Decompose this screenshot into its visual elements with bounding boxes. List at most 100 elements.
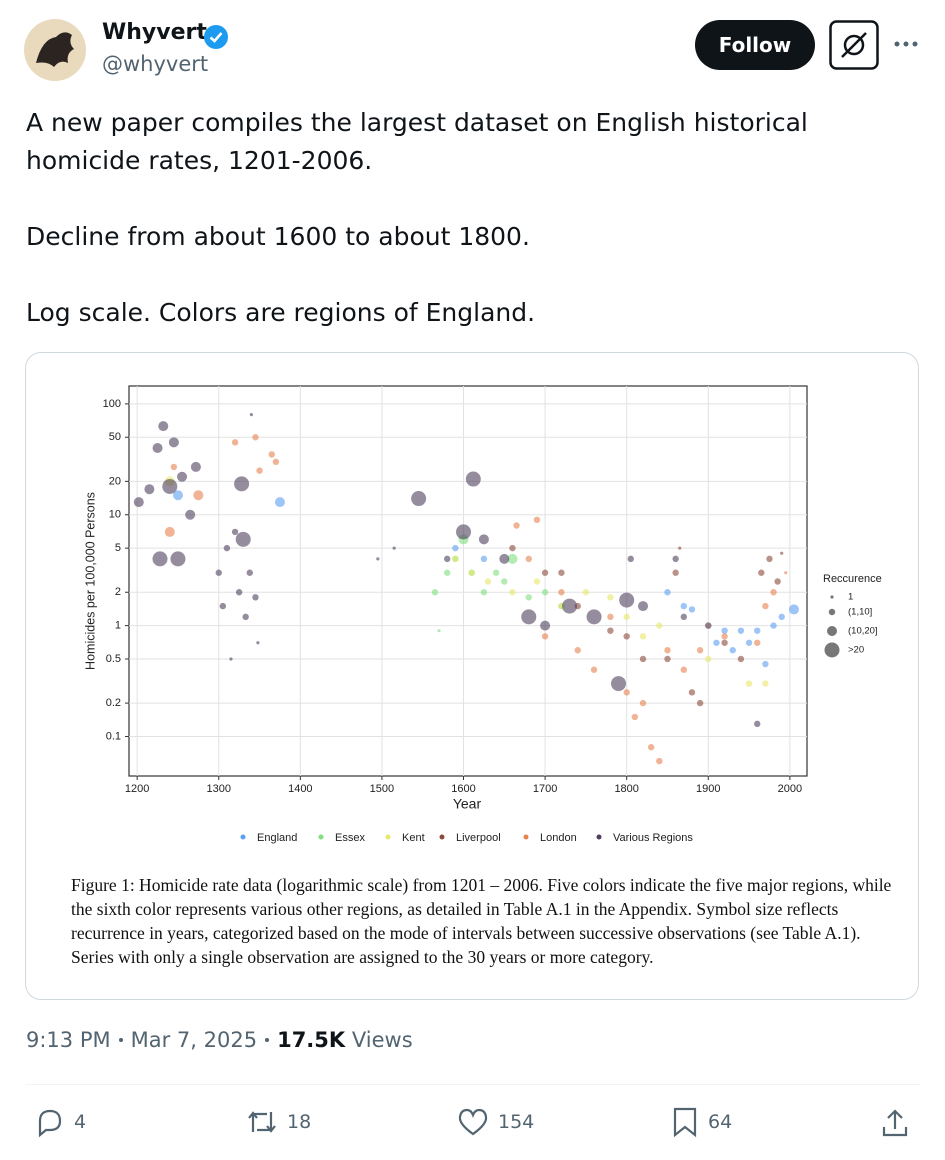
data-point [788,604,799,615]
like-button[interactable]: 154 [456,1106,534,1138]
data-point [231,439,239,446]
follow-button[interactable]: Follow [695,20,815,70]
data-point [558,569,565,576]
size-legend-label: >20 [848,645,864,656]
legend-label: England [257,832,297,844]
repost-button[interactable]: 18 [245,1106,311,1138]
data-point [235,589,243,596]
data-point [193,490,204,501]
data-point [737,627,745,634]
data-point [762,660,769,668]
data-point [234,476,250,492]
author-name[interactable]: Whyvert [102,20,207,45]
share-button[interactable] [879,1107,911,1139]
plot-area [128,385,808,777]
data-point [574,647,581,654]
bookmark-icon [673,1107,697,1138]
data-point [144,484,155,495]
data-point [639,633,647,640]
tweet-paragraph: A new paper compiles the largest dataset… [26,108,808,175]
data-point [170,551,186,567]
data-point [647,744,655,751]
data-point [268,451,275,458]
data-point [443,569,451,576]
data-point [484,578,492,585]
reply-button[interactable]: 4 [34,1106,86,1138]
data-point [770,622,777,629]
size-legend-title: Reccurence [823,573,882,585]
data-point [452,544,459,552]
size-legend-label: (1,10] [848,607,872,618]
y-axis-title: Homicides per 100,000 Persons [83,492,97,670]
more-menu[interactable] [893,38,919,50]
legend-label: Liverpool [456,832,501,844]
y-tick-label: 2 [115,586,121,598]
avatar[interactable] [24,19,86,81]
legend-swatch [596,834,602,840]
tweet-date[interactable]: Mar 7, 2025 [130,1028,258,1052]
data-point [152,551,168,567]
x-tick-label: 1200 [125,783,149,795]
data-point [540,620,551,631]
data-point [456,524,472,540]
data-point [721,639,728,646]
y-tick-label: 5 [115,542,121,554]
tweet-paragraph: Decline from about 1600 to about 1800. [26,222,530,251]
data-point [627,555,634,563]
x-tick-label: 1500 [370,783,394,795]
data-point [272,458,280,466]
data-point [729,647,736,654]
data-point [678,546,682,550]
data-point [631,713,639,721]
data-point [152,443,163,454]
data-point [623,613,630,621]
data-point [780,551,784,555]
legend-swatch [240,834,246,840]
legend-label: Kent [402,832,425,844]
data-point [541,589,549,596]
reply-icon [38,1109,62,1138]
legend-label: Various Regions [613,832,693,844]
data-point [231,528,239,536]
x-tick-label: 1900 [696,783,720,795]
author-handle[interactable]: @whyvert [102,52,209,76]
data-point [164,526,175,537]
x-tick-label: 1600 [451,783,475,795]
separator [118,1038,123,1042]
y-tick-label: 0.1 [106,730,121,742]
data-point [533,578,541,585]
data-point [611,676,627,692]
separator [265,1038,270,1042]
legend-swatch [318,834,324,840]
x-tick-label: 2000 [778,783,802,795]
data-point [468,569,475,576]
tweet-time[interactable]: 9:13 PM [26,1028,111,1052]
bookmark-button[interactable]: 64 [670,1106,732,1138]
legend-swatch [523,834,529,840]
data-point [168,437,179,448]
x-tick-label: 1800 [614,783,638,795]
data-point [521,609,537,625]
legend-label: Essex [335,832,365,844]
data-point [623,633,630,640]
repost-icon [248,1111,276,1133]
bookmark-count: 64 [708,1111,733,1133]
data-point [229,657,233,661]
views-count: 17.5K [277,1028,346,1052]
data-point [256,467,263,474]
data-point [688,606,696,613]
data-point [133,497,144,508]
grok-button[interactable] [829,20,879,70]
y-tick-label: 0.2 [106,697,121,709]
data-point [590,666,598,673]
data-point [376,557,380,561]
verified-badge [204,25,228,49]
data-point [480,589,488,596]
like-icon [458,1108,488,1136]
data-point [672,569,679,576]
media-card[interactable]: Year Homicides per 100,000 Persons 1200 1… [25,352,919,1000]
data-point [223,544,231,552]
x-axis-title: Year [453,796,482,812]
views-label: Views [351,1028,413,1052]
